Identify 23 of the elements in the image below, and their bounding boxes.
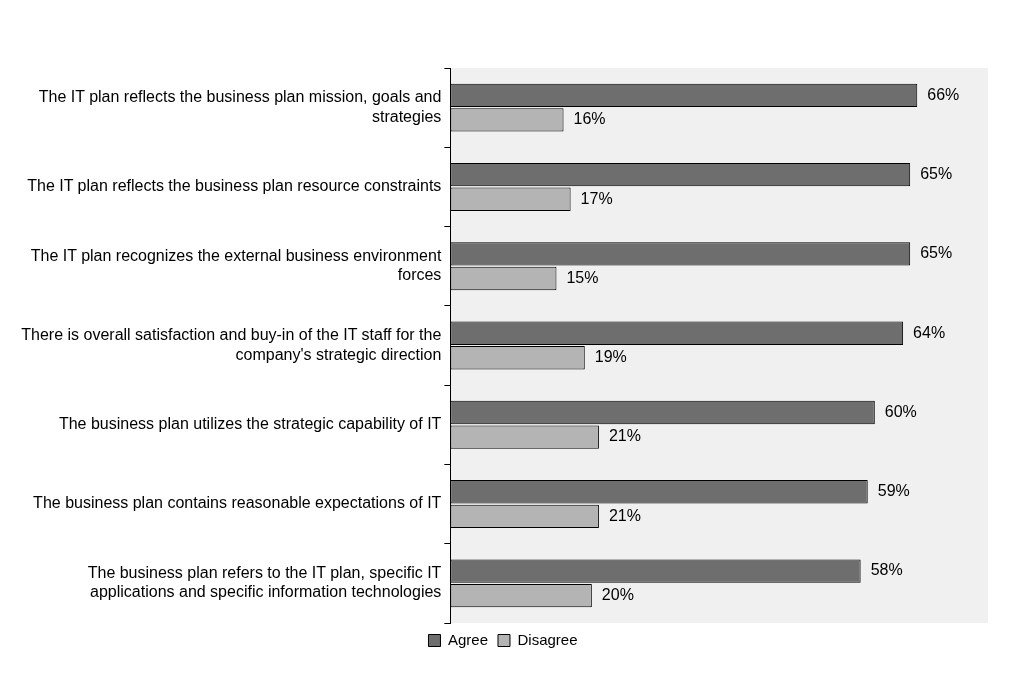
y-tick-label: The IT plan recognizes the external business environment forces — [30, 247, 442, 284]
data-label: 66% — [927, 85, 960, 103]
y-tick-label: The IT plan reflects the business plan mission, goals and strategies — [38, 88, 442, 125]
legend-label: Disagree — [517, 630, 578, 648]
y-tick-label: The IT plan reflects the business plan resource constraints — [27, 177, 442, 195]
data-label: 60% — [884, 402, 917, 420]
y-tick-label: There is overall satisfaction and buy-in of the IT staff for the company's strategic direction — [21, 326, 442, 363]
data-label: 21% — [608, 506, 641, 524]
y-tick-label: The business plan refers to the IT plan, specific IT applications and specific information technologies — [87, 564, 442, 601]
y-tick-label: The business plan contains reasonable expectations of IT — [33, 494, 442, 512]
data-label: 58% — [870, 561, 903, 579]
data-label: 65% — [920, 165, 953, 183]
data-label: 17% — [580, 189, 613, 207]
data-label: 15% — [566, 268, 599, 286]
data-label: 64% — [913, 323, 946, 341]
data-label: 19% — [594, 348, 627, 366]
data-label: 65% — [920, 244, 953, 262]
y-tick-label: The business plan utilizes the strategic capability of IT — [58, 415, 442, 433]
data-label: 16% — [573, 110, 606, 128]
legend-label: Agree — [447, 630, 488, 648]
data-label: 59% — [877, 482, 910, 500]
data-label: 21% — [608, 427, 641, 445]
data-label: 20% — [601, 586, 634, 604]
